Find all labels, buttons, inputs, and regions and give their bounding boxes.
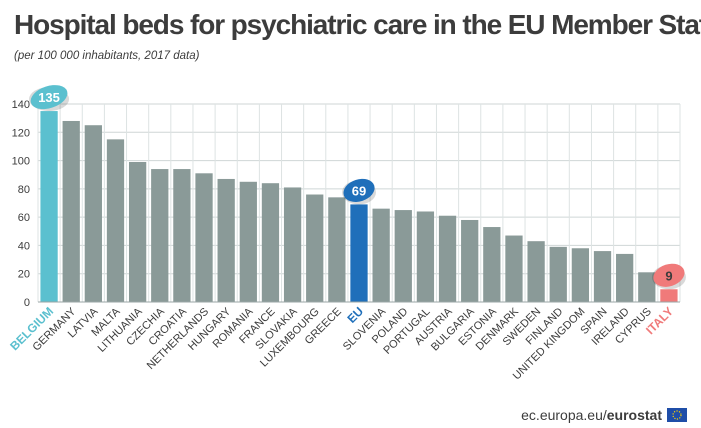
bar-greece bbox=[328, 197, 346, 302]
bar-germany bbox=[62, 120, 80, 302]
bar-france bbox=[261, 183, 280, 302]
bar-estonia bbox=[483, 227, 501, 302]
bar-ireland bbox=[616, 253, 634, 302]
y-tick-label: 60 bbox=[18, 212, 30, 224]
callout-value: 9 bbox=[665, 268, 672, 283]
bars bbox=[40, 111, 678, 302]
y-tick-label: 20 bbox=[18, 269, 30, 281]
chart-subtitle: (per 100 000 inhabitants, 2017 data) bbox=[14, 50, 200, 62]
bar-luxembourg bbox=[306, 194, 324, 302]
bar-hungary bbox=[217, 178, 235, 302]
bar-sweden bbox=[527, 241, 545, 302]
bar-spain bbox=[593, 251, 612, 302]
callout-eu: 69 bbox=[342, 178, 376, 205]
bar-malta bbox=[106, 139, 125, 302]
y-tick-label: 80 bbox=[18, 184, 30, 196]
bar-austria bbox=[438, 215, 457, 302]
callout-italy: 9 bbox=[651, 263, 686, 290]
chart-title: Hospital beds for psychiatric care in th… bbox=[14, 9, 701, 40]
bar-cyprus bbox=[638, 272, 656, 302]
bar-romania bbox=[239, 181, 257, 302]
bar-portugal bbox=[416, 211, 435, 302]
bar-eu bbox=[350, 204, 368, 302]
bar-finland bbox=[549, 246, 567, 302]
source-prefix: ec.europa.eu/ bbox=[521, 407, 607, 423]
bar-netherlands bbox=[195, 173, 213, 302]
callout-bubble bbox=[653, 263, 685, 287]
callouts: 135 69 9 bbox=[29, 85, 686, 290]
callout-bubble bbox=[30, 85, 68, 110]
y-tick-label: 0 bbox=[24, 297, 30, 309]
bar-slovenia bbox=[372, 208, 390, 302]
callout-belgium: 135 bbox=[29, 85, 70, 112]
y-tick-label: 120 bbox=[12, 127, 30, 139]
bar-bulgaria bbox=[461, 219, 479, 302]
source-brand: eurostat bbox=[606, 407, 662, 423]
source-footer: ec.europa.eu/eurostat bbox=[521, 407, 687, 423]
bar-chart: 135 69 9 0 20 40 60 80 100 120 140 BELGIUMGERMANY… bbox=[7, 85, 686, 382]
bar-belgium bbox=[40, 111, 58, 302]
bar-poland bbox=[394, 210, 412, 302]
y-tick-label: 100 bbox=[12, 156, 30, 168]
bar-croatia bbox=[173, 169, 191, 302]
x-axis: BELGIUMGERMANYLATVIAMALTALITHUANIACZECHI… bbox=[7, 301, 680, 382]
bar-lithuania bbox=[128, 161, 147, 302]
eu-flag-icon bbox=[667, 408, 687, 422]
bar-latvia bbox=[84, 125, 102, 302]
callout-value: 135 bbox=[38, 90, 60, 105]
callout-value: 69 bbox=[352, 183, 366, 198]
bar-united-kingdom bbox=[571, 248, 590, 302]
bar-slovakia bbox=[283, 187, 302, 302]
bar-italy bbox=[660, 289, 678, 302]
bar-denmark bbox=[505, 235, 523, 302]
bar-czechia bbox=[151, 169, 169, 302]
y-axis: 0 20 40 60 80 100 120 140 bbox=[12, 99, 30, 309]
y-tick-label: 40 bbox=[18, 240, 30, 252]
y-tick-label: 140 bbox=[12, 99, 30, 111]
callout-bubble bbox=[343, 178, 375, 202]
